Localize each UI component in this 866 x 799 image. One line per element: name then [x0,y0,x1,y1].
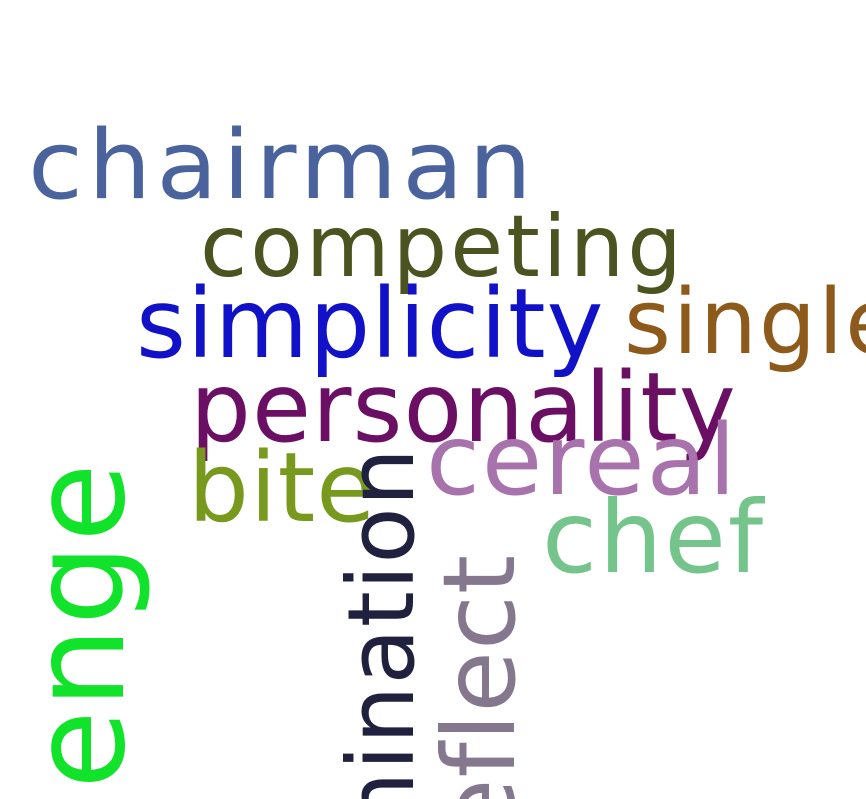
word-chef: chef [542,479,766,596]
word-chairman: chairman [28,109,537,221]
word-cereal: cereal [426,404,738,518]
word-single: single [624,270,866,375]
word-competing: competing [200,197,685,297]
word-challenge: challenge [5,461,154,799]
word-bite: bite [188,432,377,544]
word-simplicity: simplicity [136,268,605,380]
word-reflect: reflect [421,553,538,799]
word-personality: personality [190,352,737,464]
word-determination: determination [328,447,435,799]
